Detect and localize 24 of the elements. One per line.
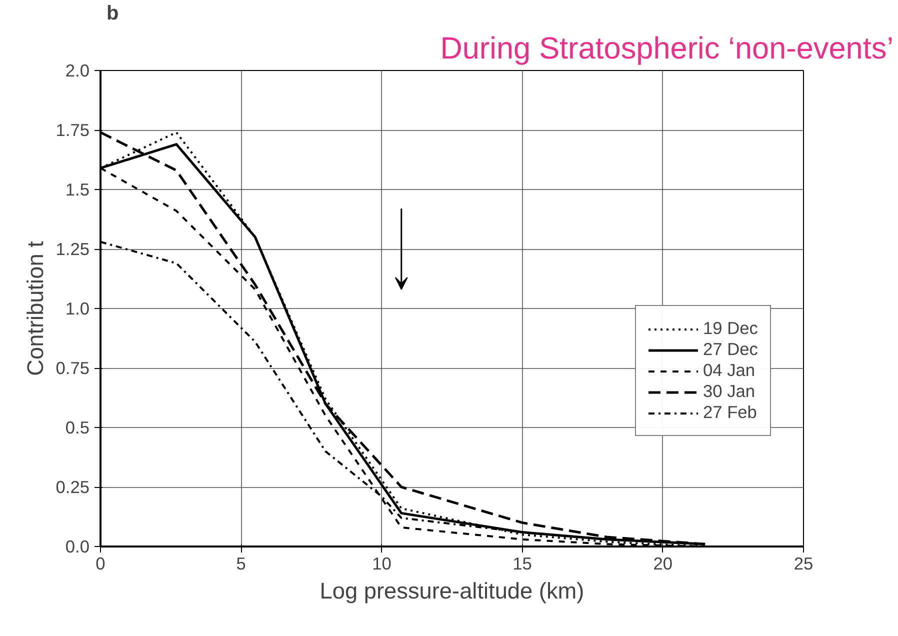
- legend-label: 04 Jan: [703, 360, 756, 381]
- x-tick-label: 5: [236, 554, 246, 574]
- y-tick-label: 1.25: [56, 239, 90, 259]
- y-tick-label: 2.0: [65, 60, 90, 80]
- x-tick-label: 25: [794, 554, 814, 574]
- text: b: [106, 2, 119, 24]
- y-tick-label: 0.5: [65, 418, 90, 438]
- x-tick-label: 10: [372, 554, 392, 574]
- legend-label: 19 Dec: [703, 318, 758, 339]
- y-tick-label: 0.25: [56, 477, 90, 497]
- legend-label: 30 Jan: [703, 381, 756, 402]
- y-tick-label: 1.5: [65, 180, 90, 200]
- y-tick-label: 1.75: [56, 120, 90, 140]
- legend-label: 27 Dec: [703, 339, 758, 360]
- y-axis-title: Contribution t: [22, 240, 48, 376]
- x-tick-label: 20: [653, 554, 673, 574]
- y-tick-label: 1.0: [65, 298, 90, 318]
- x-axis-title: Log pressure-altitude (km): [320, 578, 584, 604]
- x-tick-label: 0: [96, 554, 106, 574]
- chart-title: During Stratospheric ‘non-events’: [440, 32, 894, 66]
- x-tick-label: 15: [512, 554, 532, 574]
- y-tick-label: 0.75: [56, 358, 90, 378]
- y-tick-label: 0.0: [65, 536, 90, 556]
- legend-label: 27 Feb: [703, 402, 757, 423]
